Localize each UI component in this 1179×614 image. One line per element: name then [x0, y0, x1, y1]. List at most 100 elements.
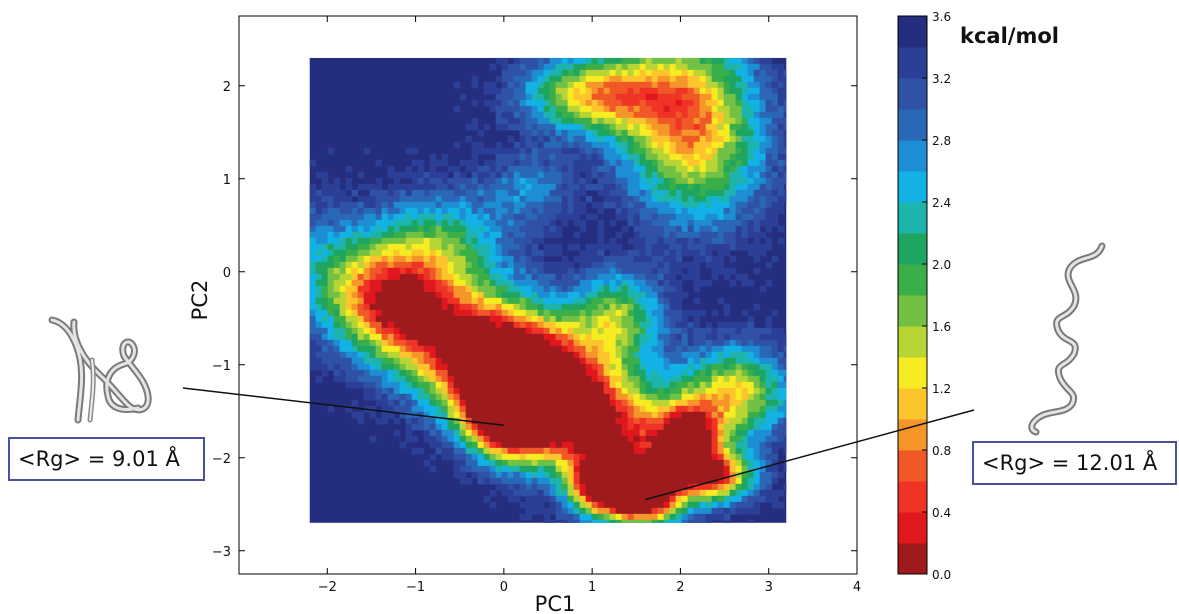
heatmap-cell — [645, 99, 653, 107]
heatmap-cell — [651, 267, 659, 275]
heatmap-cell — [645, 393, 653, 401]
heatmap-cell — [423, 387, 431, 395]
heatmap-cell — [393, 351, 401, 359]
heatmap-cell — [393, 219, 401, 227]
heatmap-cell — [399, 333, 407, 341]
heatmap-cell — [693, 459, 701, 467]
heatmap-cell — [333, 219, 341, 227]
heatmap-cell — [351, 201, 359, 209]
heatmap-cell — [633, 375, 641, 383]
heatmap-cell — [645, 363, 653, 371]
heatmap-cell — [645, 57, 653, 65]
heatmap-cell — [567, 429, 575, 437]
heatmap-cell — [705, 237, 713, 245]
heatmap-cell — [465, 327, 473, 335]
heatmap-cell — [627, 471, 635, 479]
heatmap-cell — [597, 417, 605, 425]
heatmap-cell — [723, 411, 731, 419]
heatmap-cell — [345, 207, 353, 215]
heatmap-cell — [609, 495, 617, 503]
heatmap-cell — [639, 249, 647, 257]
heatmap-cell — [723, 189, 731, 197]
heatmap-cell — [321, 297, 329, 305]
heatmap-cell — [585, 165, 593, 173]
heatmap-cell — [477, 333, 485, 341]
heatmap-cell — [453, 195, 461, 203]
heatmap-cell — [657, 75, 665, 83]
heatmap-cell — [771, 207, 779, 215]
heatmap-cell — [549, 375, 557, 383]
heatmap-cell — [573, 441, 581, 449]
heatmap-cell — [711, 243, 719, 251]
heatmap-cell — [459, 453, 467, 461]
heatmap-cell — [531, 81, 539, 89]
heatmap-cell — [387, 333, 395, 341]
heatmap-cell — [717, 183, 725, 191]
heatmap-cell — [411, 243, 419, 251]
heatmap-cell — [465, 267, 473, 275]
heatmap-cell — [369, 381, 377, 389]
heatmap-cell — [489, 285, 497, 293]
heatmap-cell — [543, 243, 551, 251]
heatmap-cell — [771, 459, 779, 467]
heatmap-cell — [567, 441, 575, 449]
heatmap-cell — [747, 135, 755, 143]
heatmap-cell — [699, 243, 707, 251]
heatmap-cell — [717, 237, 725, 245]
heatmap-cell — [759, 171, 767, 179]
heatmap-cell — [657, 129, 665, 137]
heatmap-cell — [741, 495, 749, 503]
heatmap-cell — [399, 219, 407, 227]
heatmap-cell — [783, 339, 787, 347]
heatmap-cell — [765, 213, 773, 221]
heatmap-cell — [423, 267, 431, 275]
heatmap-cell — [537, 423, 545, 431]
heatmap-cell — [723, 321, 731, 329]
heatmap-cell — [549, 225, 557, 233]
heatmap-cell — [369, 405, 377, 413]
heatmap-cell — [339, 225, 347, 233]
heatmap-cell — [381, 285, 389, 293]
heatmap-cell — [699, 183, 707, 191]
heatmap-cell — [591, 381, 599, 389]
heatmap-cell — [489, 489, 497, 497]
heatmap-cell — [555, 153, 563, 161]
heatmap-cell — [741, 375, 749, 383]
heatmap-cell — [531, 339, 539, 347]
heatmap-cell — [699, 387, 707, 395]
heatmap-cell — [699, 483, 707, 491]
heatmap-cell — [585, 183, 593, 191]
heatmap-cell — [309, 225, 317, 233]
heatmap-cell — [759, 105, 767, 113]
heatmap-cell — [657, 249, 665, 257]
heatmap-cell — [675, 303, 683, 311]
heatmap-cell — [741, 333, 749, 341]
heatmap-cell — [747, 87, 755, 95]
heatmap-cell — [609, 369, 617, 377]
heatmap-cell — [531, 333, 539, 341]
heatmap-cell — [621, 249, 629, 257]
heatmap-cell — [573, 501, 581, 509]
heatmap-cell — [615, 321, 623, 329]
heatmap-cell — [555, 297, 563, 305]
heatmap-cell — [519, 321, 527, 329]
heatmap-cell — [435, 225, 443, 233]
heatmap-cell — [501, 117, 509, 125]
heatmap-cell — [783, 381, 787, 389]
heatmap-cell — [513, 165, 521, 173]
heatmap-cell — [513, 495, 521, 503]
heatmap-cell — [735, 381, 743, 389]
heatmap-cell — [777, 489, 785, 497]
heatmap-cell — [633, 207, 641, 215]
heatmap-cell — [717, 501, 725, 509]
heatmap-cell — [417, 261, 425, 269]
colorbar-segment — [898, 512, 927, 544]
heatmap-cell — [501, 165, 509, 173]
heatmap-cell — [381, 297, 389, 305]
heatmap-cell — [513, 357, 521, 365]
heatmap-cell — [471, 183, 479, 191]
heatmap-cell — [429, 213, 437, 221]
heatmap-cell — [651, 363, 659, 371]
heatmap-cell — [681, 225, 689, 233]
